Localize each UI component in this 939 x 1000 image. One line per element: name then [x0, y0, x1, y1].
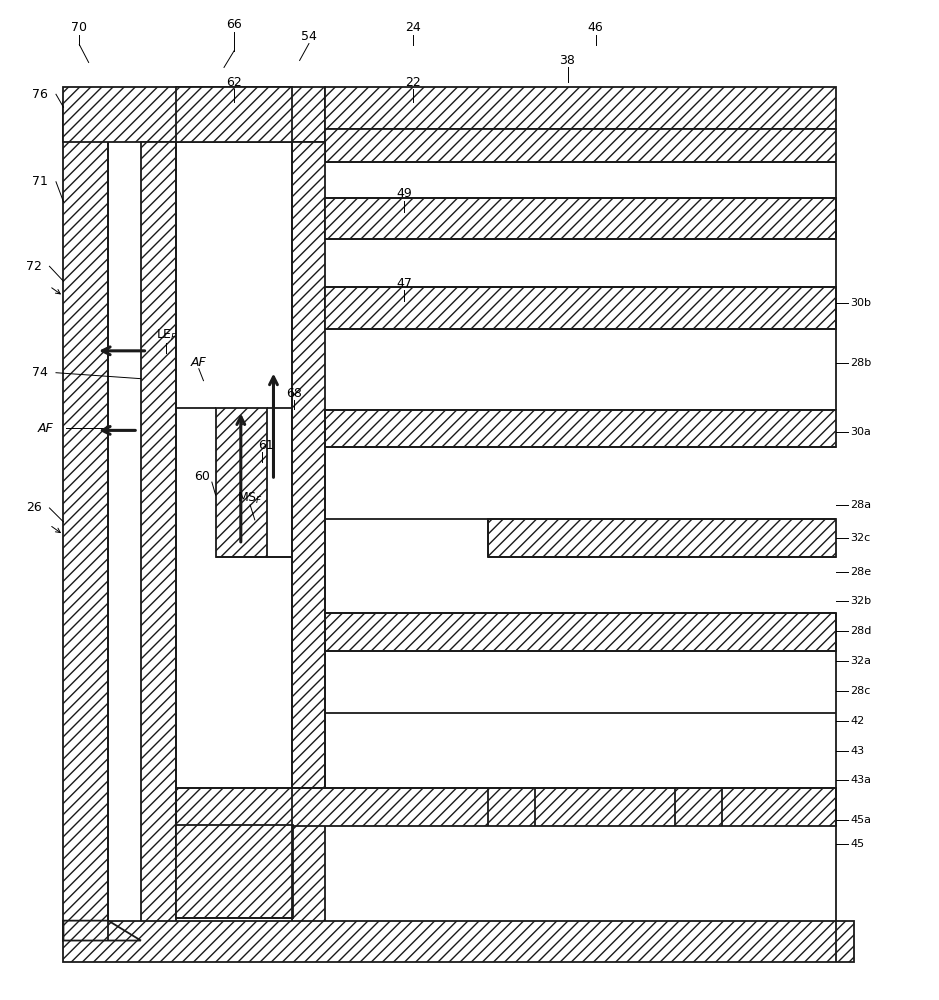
Bar [325, 87, 837, 129]
Text: 42: 42 [851, 716, 865, 726]
Text: 45a: 45a [851, 815, 871, 825]
Text: 22: 22 [406, 76, 422, 89]
Bar [64, 102, 108, 941]
Text: 74: 74 [32, 366, 48, 379]
Text: 26: 26 [25, 501, 41, 514]
Bar [64, 87, 325, 142]
Text: 76: 76 [32, 88, 48, 101]
Bar [177, 788, 837, 826]
Text: 45: 45 [851, 839, 865, 849]
Bar [325, 410, 837, 447]
Text: 70: 70 [71, 21, 87, 34]
Text: 28e: 28e [851, 567, 871, 577]
Text: 43a: 43a [851, 775, 871, 785]
Text: 49: 49 [396, 187, 412, 200]
Text: 38: 38 [560, 54, 576, 67]
Bar [292, 142, 325, 941]
Text: 28a: 28a [851, 500, 871, 510]
Text: 32b: 32b [851, 596, 871, 606]
Text: 66: 66 [226, 18, 242, 31]
Text: 24: 24 [406, 21, 422, 34]
Text: 32c: 32c [851, 533, 870, 543]
Text: 62: 62 [226, 76, 242, 89]
Text: MS$_F$: MS$_F$ [238, 490, 263, 506]
Bar [216, 408, 267, 557]
Bar [141, 142, 177, 941]
Bar [177, 825, 293, 918]
Bar [325, 613, 837, 651]
Bar [325, 129, 837, 162]
Text: 28b: 28b [851, 358, 871, 368]
Text: 43: 43 [851, 746, 865, 756]
Text: 32a: 32a [851, 656, 871, 666]
Text: 61: 61 [258, 439, 274, 452]
Bar [325, 198, 837, 239]
Text: 30a: 30a [851, 427, 871, 437]
Text: 60: 60 [193, 470, 209, 483]
Text: 71: 71 [32, 175, 48, 188]
Polygon shape [64, 921, 141, 941]
Text: LE$_F$: LE$_F$ [156, 328, 178, 343]
Text: 72: 72 [25, 260, 41, 273]
Text: 54: 54 [301, 30, 316, 43]
Text: AF: AF [191, 356, 207, 369]
Text: 46: 46 [588, 21, 604, 34]
Text: 28d: 28d [851, 626, 871, 636]
Text: 28c: 28c [851, 686, 870, 696]
Text: 68: 68 [286, 387, 302, 400]
Text: AF: AF [38, 422, 54, 435]
Text: 30b: 30b [851, 298, 871, 308]
Bar [64, 921, 854, 962]
Bar [488, 519, 837, 557]
Bar [325, 287, 837, 329]
Bar [177, 87, 292, 142]
Text: 47: 47 [396, 277, 412, 290]
